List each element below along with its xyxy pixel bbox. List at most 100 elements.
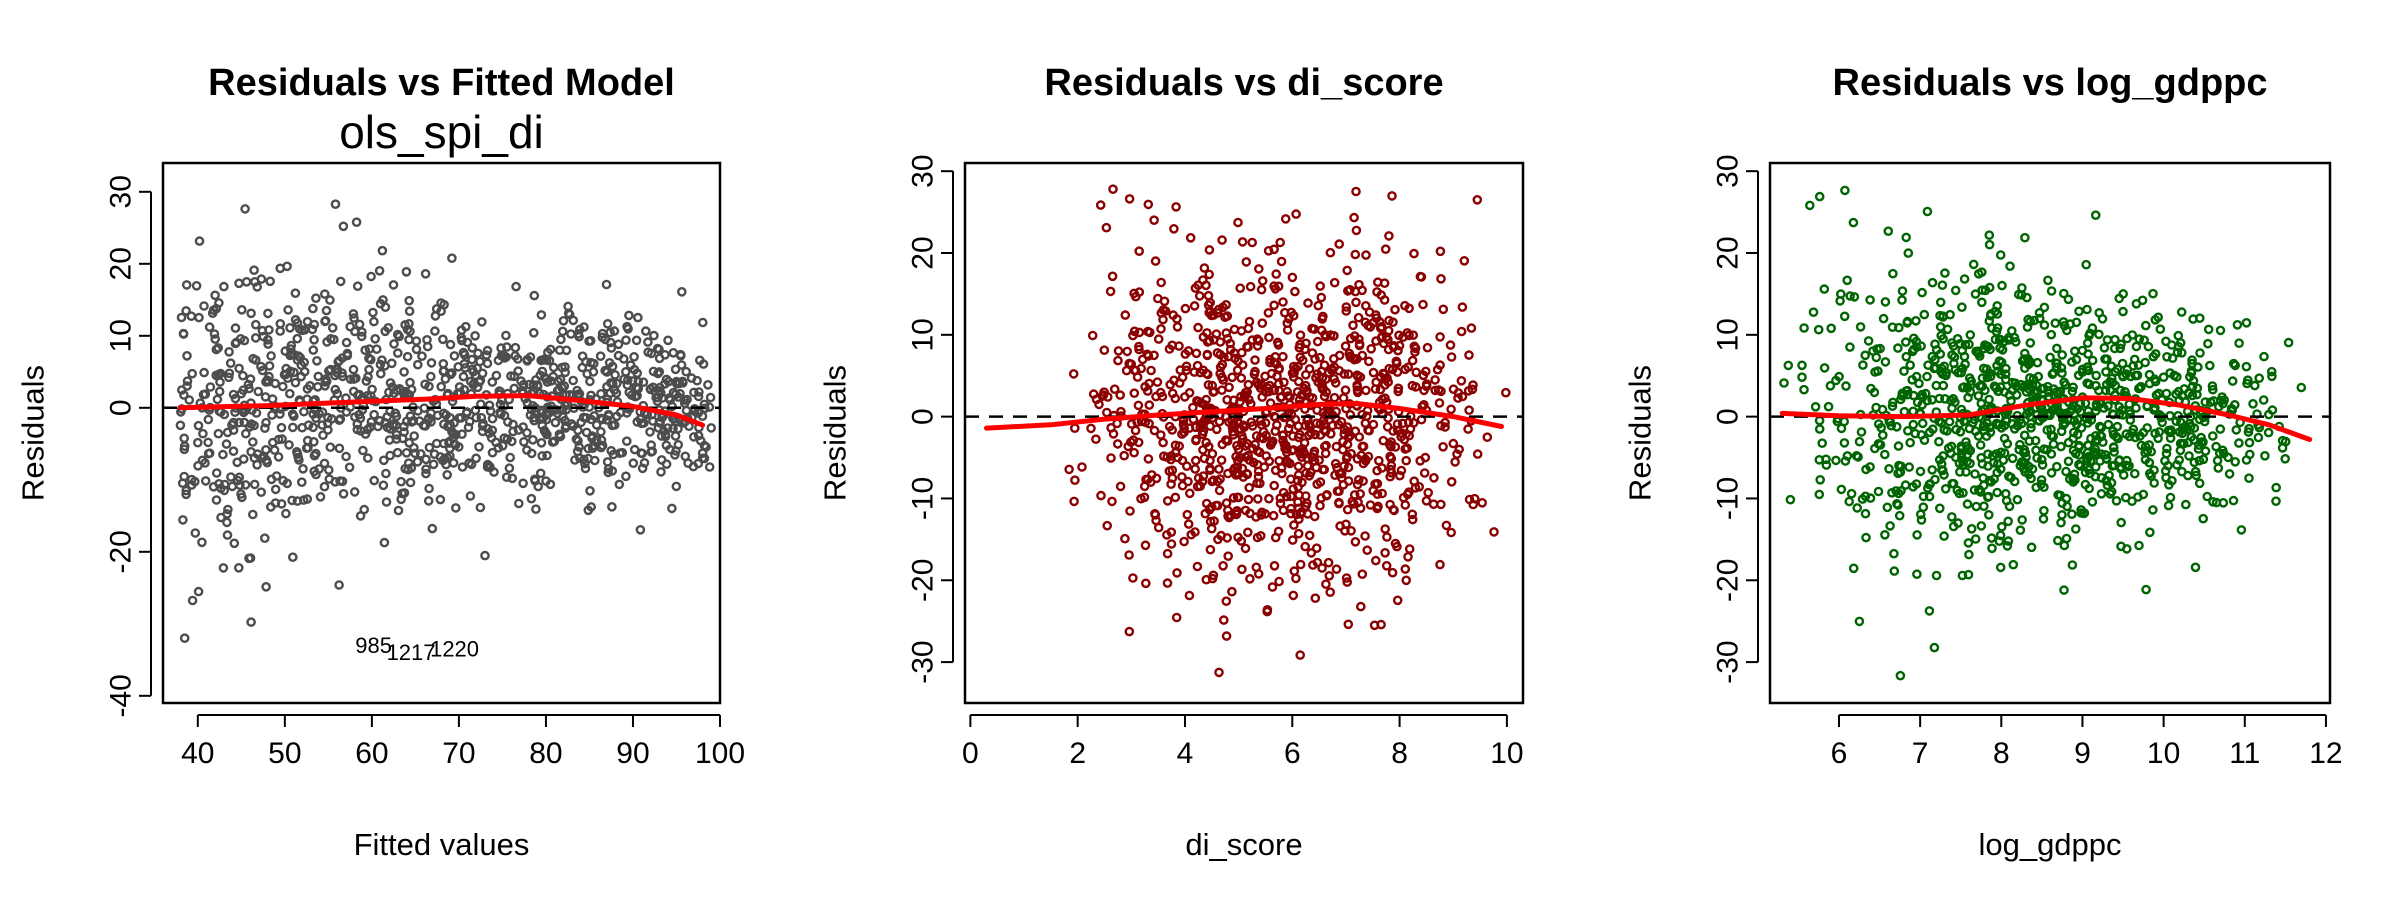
data-point [1848,217,1859,228]
data-point [221,439,232,449]
data-point [1171,202,1181,212]
smooth-line [177,393,706,428]
data-point [318,430,328,441]
data-point [1087,330,1098,341]
y-tick-label: 0 [1712,408,1745,425]
data-point [1280,214,1291,224]
data-point [1421,379,1432,389]
data-point [396,476,406,487]
x-tick-label: 50 [268,737,301,770]
data-point [1323,367,1334,378]
data-point [246,617,256,627]
data-point [256,487,267,498]
data-point [1233,532,1243,543]
data-point [1390,304,1400,315]
data-point [209,329,220,339]
data-point [668,387,679,398]
data-point [473,348,483,359]
data-point [1411,367,1421,378]
data-point [341,337,352,348]
data-point [1398,492,1409,503]
data-point [378,480,389,491]
data-point [2142,401,2152,412]
data-point [1233,217,1243,228]
data-point [1361,250,1371,260]
data-point [198,389,209,400]
data-point [1197,429,1208,440]
data-point [1251,562,1262,573]
data-point [2099,342,2110,353]
data-point [1964,549,1974,560]
data-point [1434,398,1445,408]
data-point [1271,269,1281,279]
data-point [214,386,225,397]
data-point [2106,486,2117,497]
scatter-points [1064,184,1511,678]
data-point [1929,642,1940,653]
data-point [518,478,528,489]
data-point [2271,496,2281,507]
data-point [2186,368,2197,378]
data-point [2077,345,2088,356]
data-point [1379,295,1390,305]
data-point [1382,373,1392,383]
data-point [2104,470,2114,481]
data-point [247,437,258,447]
data-point [263,308,273,319]
data-point [1338,444,1348,455]
data-point [1115,390,1125,400]
data-point [1446,527,1456,538]
data-point [228,446,239,457]
data-point [290,288,301,299]
data-point [1911,315,1921,326]
data-point [1205,516,1216,527]
data-point [1146,365,1156,376]
data-point [1977,285,1987,296]
data-point [1219,352,1229,363]
data-point [1259,462,1269,472]
data-point [2230,456,2240,467]
data-point [1875,343,1885,354]
data-point [391,411,402,422]
data-point [2039,505,2049,516]
data-point [2038,514,2049,524]
data-point [2042,444,2052,455]
data-point [1851,450,1862,461]
data-point [1381,561,1392,571]
data-point [321,305,332,316]
data-point [1276,391,1287,402]
data-point [292,333,303,344]
data-point [264,325,274,335]
data-point [1873,486,1884,497]
data-point [670,364,681,375]
data-point [1223,551,1233,562]
data-point [1288,445,1299,455]
data-point [378,295,388,305]
data-point [2160,466,2171,476]
data-point [1991,383,2001,393]
data-point [1931,570,1942,581]
data-point [1940,483,1951,494]
data-point [1289,566,1300,576]
data-point [1190,464,1200,474]
data-point [679,398,690,409]
data-point [431,304,442,314]
data-point [436,298,446,308]
data-point [1936,330,1946,341]
data-point [2139,335,2149,346]
data-point [294,324,305,334]
data-point [1309,456,1320,466]
data-point [465,491,476,501]
data-point [597,440,608,451]
data-point [1199,453,1210,464]
data-point [449,439,460,449]
data-point [1896,486,1906,496]
data-point [1183,476,1193,487]
data-point [543,347,553,358]
data-point [1269,480,1279,491]
data-point [1278,297,1288,307]
data-point [1247,335,1258,345]
data-point [1889,548,1899,559]
data-point [1264,332,1274,343]
data-point [2062,501,2072,512]
